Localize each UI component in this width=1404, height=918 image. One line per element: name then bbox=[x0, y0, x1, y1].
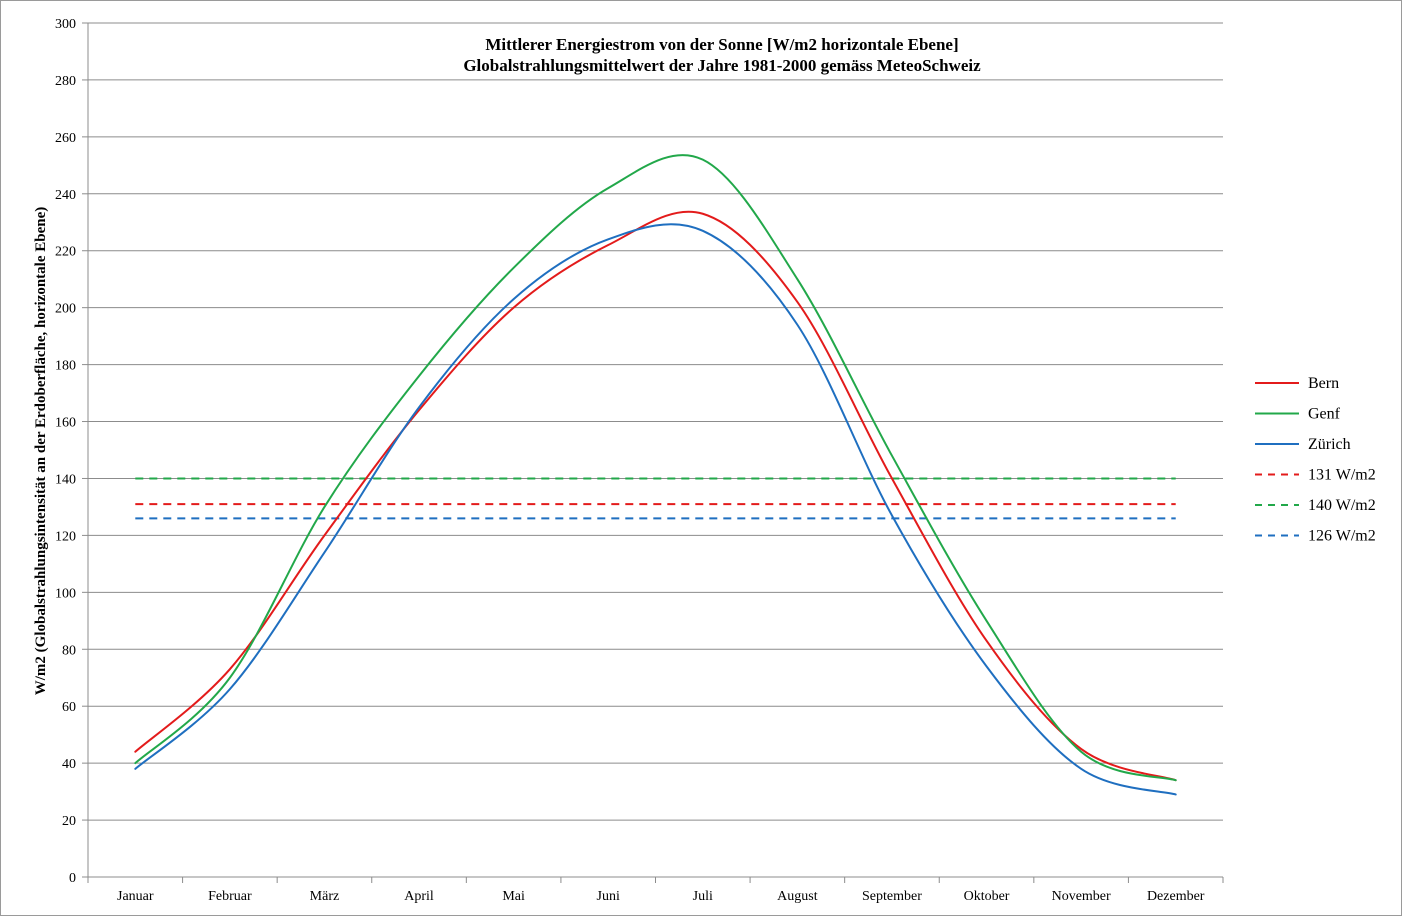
x-tick-label: August bbox=[777, 889, 818, 904]
x-tick-label: April bbox=[404, 889, 434, 904]
y-tick-label: 160 bbox=[55, 416, 76, 431]
axes bbox=[82, 22, 1224, 883]
chart-title: Mittlerer Energiestrom von der Sonne [W/… bbox=[485, 35, 958, 54]
y-tick-label: 0 bbox=[69, 871, 76, 886]
x-tick-label: Juli bbox=[693, 889, 713, 904]
x-tick-label: September bbox=[862, 889, 922, 904]
y-tick-label: 20 bbox=[62, 814, 76, 829]
y-tick-label: 180 bbox=[55, 359, 76, 374]
y-tick-label: 40 bbox=[62, 757, 76, 772]
chart-subtitle: Globalstrahlungsmittelwert der Jahre 198… bbox=[463, 56, 981, 75]
chart-text: Mittlerer Energiestrom von der Sonne [W/… bbox=[33, 17, 1205, 904]
series-line-genf bbox=[134, 154, 1177, 782]
legend-label-genf: Genf bbox=[1308, 406, 1341, 423]
series-lines bbox=[134, 154, 1177, 796]
y-tick-label: 200 bbox=[55, 302, 76, 317]
y-tick-label: 140 bbox=[55, 472, 76, 487]
x-tick-label: Juni bbox=[597, 889, 620, 904]
x-tick-label: Januar bbox=[117, 889, 154, 904]
series-line-z-rich bbox=[134, 223, 1177, 796]
y-tick-label: 100 bbox=[55, 586, 76, 601]
x-tick-label: November bbox=[1052, 889, 1111, 904]
legend: Bern Genf Zürich 131 W/m2 140 W/m2 126 W/m2 bbox=[1255, 375, 1376, 545]
y-axis-label: W/m2 (Globalstrahlungsintensität an der … bbox=[33, 207, 49, 695]
series-line-bern bbox=[134, 210, 1177, 782]
y-tick-label: 80 bbox=[62, 643, 76, 658]
y-tick-label: 120 bbox=[55, 529, 76, 544]
legend-label-126-w-m2: 126 W/m2 bbox=[1308, 528, 1376, 545]
y-tick-label: 60 bbox=[62, 700, 76, 715]
x-tick-label: Oktober bbox=[964, 889, 1010, 904]
legend-label-131-w-m2: 131 W/m2 bbox=[1308, 467, 1376, 484]
x-tick-label: Dezember bbox=[1147, 889, 1205, 904]
legend-label-z-rich: Zürich bbox=[1308, 436, 1351, 453]
y-tick-label: 220 bbox=[55, 245, 76, 260]
legend-label-bern: Bern bbox=[1308, 375, 1339, 392]
y-tick-label: 280 bbox=[55, 74, 76, 89]
gridlines bbox=[88, 22, 1223, 821]
y-tick-label: 260 bbox=[55, 131, 76, 146]
x-tick-label: März bbox=[310, 889, 340, 904]
y-tick-label: 300 bbox=[55, 17, 76, 32]
x-tick-label: Mai bbox=[502, 889, 525, 904]
x-tick-label: Februar bbox=[208, 889, 252, 904]
y-tick-label: 240 bbox=[55, 188, 76, 203]
legend-label-140-w-m2: 140 W/m2 bbox=[1308, 497, 1376, 514]
